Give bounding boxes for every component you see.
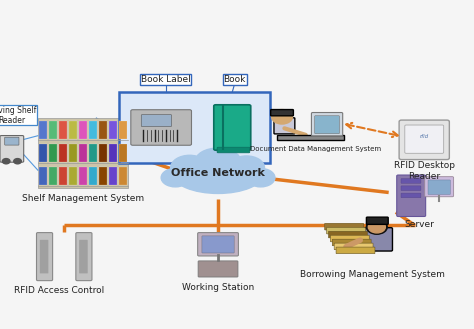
- Bar: [109, 167, 117, 185]
- FancyBboxPatch shape: [401, 179, 421, 183]
- Bar: [39, 144, 47, 162]
- FancyBboxPatch shape: [330, 235, 369, 242]
- Text: Book Label: Book Label: [141, 75, 191, 84]
- FancyBboxPatch shape: [405, 125, 444, 153]
- FancyBboxPatch shape: [401, 193, 421, 198]
- FancyBboxPatch shape: [327, 227, 365, 234]
- Bar: [79, 167, 87, 185]
- Bar: [79, 121, 87, 139]
- FancyBboxPatch shape: [0, 136, 24, 162]
- FancyBboxPatch shape: [332, 239, 371, 246]
- FancyBboxPatch shape: [397, 175, 426, 216]
- Bar: [99, 121, 107, 139]
- Bar: [109, 121, 117, 139]
- Bar: [69, 121, 77, 139]
- Bar: [39, 167, 47, 185]
- FancyBboxPatch shape: [202, 236, 234, 253]
- Bar: [79, 144, 87, 162]
- Bar: [39, 121, 47, 139]
- FancyBboxPatch shape: [401, 186, 421, 190]
- FancyBboxPatch shape: [328, 231, 367, 238]
- Bar: [69, 167, 77, 185]
- FancyBboxPatch shape: [141, 115, 172, 127]
- FancyBboxPatch shape: [336, 247, 375, 254]
- Circle shape: [368, 221, 385, 233]
- Circle shape: [2, 159, 10, 164]
- Bar: [49, 144, 57, 162]
- FancyBboxPatch shape: [334, 243, 373, 250]
- Bar: [69, 144, 77, 162]
- FancyBboxPatch shape: [359, 228, 392, 251]
- FancyBboxPatch shape: [214, 105, 251, 150]
- Text: RFID Desktop
Reader: RFID Desktop Reader: [394, 161, 455, 181]
- Bar: [59, 144, 67, 162]
- Bar: [49, 121, 57, 139]
- FancyBboxPatch shape: [366, 217, 388, 224]
- Bar: [119, 121, 127, 139]
- FancyBboxPatch shape: [274, 118, 295, 134]
- FancyBboxPatch shape: [271, 110, 293, 116]
- Circle shape: [366, 220, 387, 234]
- Text: Borrowing Management System: Borrowing Management System: [300, 270, 445, 279]
- Text: rfid: rfid: [419, 134, 429, 139]
- Ellipse shape: [171, 155, 209, 180]
- Bar: [59, 167, 67, 185]
- FancyBboxPatch shape: [277, 135, 344, 140]
- Text: Document Data Management System: Document Data Management System: [250, 146, 381, 152]
- Ellipse shape: [228, 156, 264, 180]
- Text: Working Station: Working Station: [182, 283, 254, 292]
- Text: Office Network: Office Network: [171, 168, 265, 178]
- Text: Book: Book: [223, 75, 246, 84]
- Ellipse shape: [246, 168, 275, 187]
- Circle shape: [272, 110, 292, 124]
- FancyBboxPatch shape: [5, 137, 19, 145]
- Bar: [99, 167, 107, 185]
- FancyBboxPatch shape: [325, 223, 364, 230]
- Ellipse shape: [173, 155, 263, 193]
- Bar: [89, 144, 97, 162]
- FancyBboxPatch shape: [315, 116, 339, 134]
- Bar: [119, 144, 127, 162]
- FancyBboxPatch shape: [40, 240, 48, 273]
- FancyBboxPatch shape: [399, 120, 449, 160]
- FancyBboxPatch shape: [217, 147, 250, 153]
- FancyBboxPatch shape: [118, 92, 270, 163]
- Text: Moving Shelf
Reader: Moving Shelf Reader: [0, 106, 36, 125]
- Bar: [119, 167, 127, 185]
- FancyBboxPatch shape: [428, 180, 450, 194]
- Text: Server: Server: [404, 220, 435, 229]
- FancyBboxPatch shape: [198, 233, 238, 256]
- Bar: [59, 121, 67, 139]
- FancyBboxPatch shape: [311, 113, 343, 136]
- Bar: [99, 144, 107, 162]
- FancyBboxPatch shape: [76, 233, 92, 281]
- Text: Shelf Management System: Shelf Management System: [22, 194, 144, 203]
- FancyBboxPatch shape: [38, 118, 128, 188]
- Circle shape: [14, 159, 21, 164]
- Ellipse shape: [195, 148, 241, 174]
- Text: RFID Access Control: RFID Access Control: [14, 286, 104, 295]
- FancyBboxPatch shape: [79, 240, 88, 273]
- FancyBboxPatch shape: [425, 177, 454, 197]
- FancyBboxPatch shape: [131, 110, 191, 145]
- Bar: [49, 167, 57, 185]
- Bar: [89, 167, 97, 185]
- FancyBboxPatch shape: [36, 233, 53, 281]
- FancyBboxPatch shape: [198, 261, 238, 277]
- Bar: [109, 144, 117, 162]
- Ellipse shape: [161, 168, 190, 187]
- Bar: [89, 121, 97, 139]
